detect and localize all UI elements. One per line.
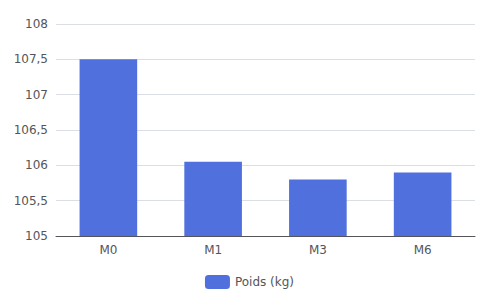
- svg-text:107: 107: [25, 88, 48, 102]
- svg-text:M0: M0: [99, 243, 117, 257]
- svg-text:105,5: 105,5: [14, 194, 48, 208]
- svg-text:Poids (kg): Poids (kg): [235, 275, 294, 289]
- svg-text:105: 105: [25, 229, 48, 243]
- svg-text:108: 108: [25, 17, 48, 31]
- svg-text:106,5: 106,5: [14, 123, 48, 137]
- svg-text:M1: M1: [204, 243, 222, 257]
- svg-text:106: 106: [25, 158, 48, 172]
- svg-text:M6: M6: [414, 243, 432, 257]
- svg-text:M3: M3: [309, 243, 327, 257]
- svg-text:107,5: 107,5: [14, 52, 48, 66]
